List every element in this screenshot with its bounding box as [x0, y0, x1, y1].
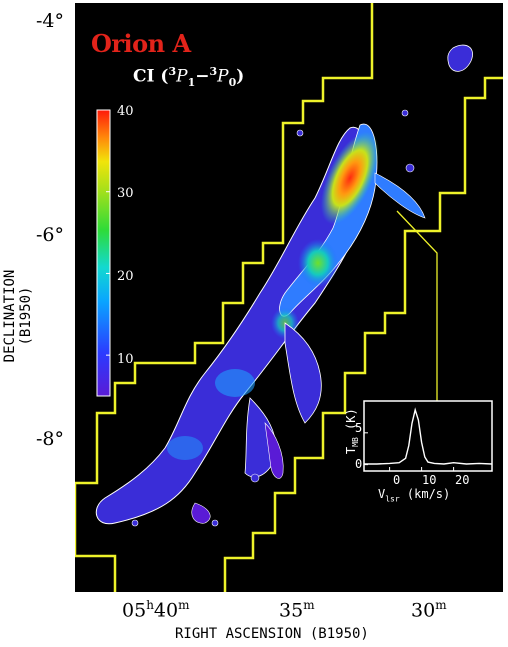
- survey-boundary: [75, 3, 503, 592]
- chart-title: Orion A: [91, 29, 191, 58]
- colorbar-tick-label: 30: [117, 186, 134, 201]
- colorbar-tick-label: 40: [117, 104, 134, 119]
- x-axis-label: RIGHT ASCENSION (B1950): [175, 626, 369, 642]
- filament: [95, 44, 473, 527]
- inset-x-tick: 10: [422, 473, 437, 487]
- inset-y-tick: 5: [355, 421, 363, 435]
- inset-frame: [363, 400, 493, 472]
- x-tick-label: 35m: [279, 598, 315, 622]
- chart-subtitle: CI (3P1−3P0): [133, 65, 245, 90]
- map-panel: Orion A CI (3P1−3P0) 40 30 20 10 TMB (K)…: [75, 3, 503, 592]
- x-tick-label: 30m: [411, 598, 447, 622]
- inset-pointer: [396, 210, 438, 401]
- inset-x-label: Vlsr (km/s): [378, 487, 451, 504]
- y-tick-label: -6°: [36, 224, 65, 246]
- y-tick-label: -8°: [36, 428, 65, 450]
- inset-y-tick: 0: [355, 457, 363, 471]
- intensity-map: [75, 3, 503, 592]
- colorbar: [96, 109, 111, 397]
- inset-x-tick: 20: [455, 473, 470, 487]
- y-axis-label: DECLINATION (B1950): [2, 269, 34, 363]
- x-tick-label: 05h40m: [122, 598, 190, 622]
- y-tick-label: -4°: [36, 10, 65, 32]
- colorbar-ticks: [106, 109, 110, 356]
- colorbar-tick-label: 10: [117, 352, 134, 367]
- inset-spectrum: [364, 407, 493, 471]
- colorbar-tick-label: 20: [117, 269, 134, 284]
- inset-spectrum-line: [364, 407, 493, 465]
- inset-x-tick: 0: [393, 473, 401, 487]
